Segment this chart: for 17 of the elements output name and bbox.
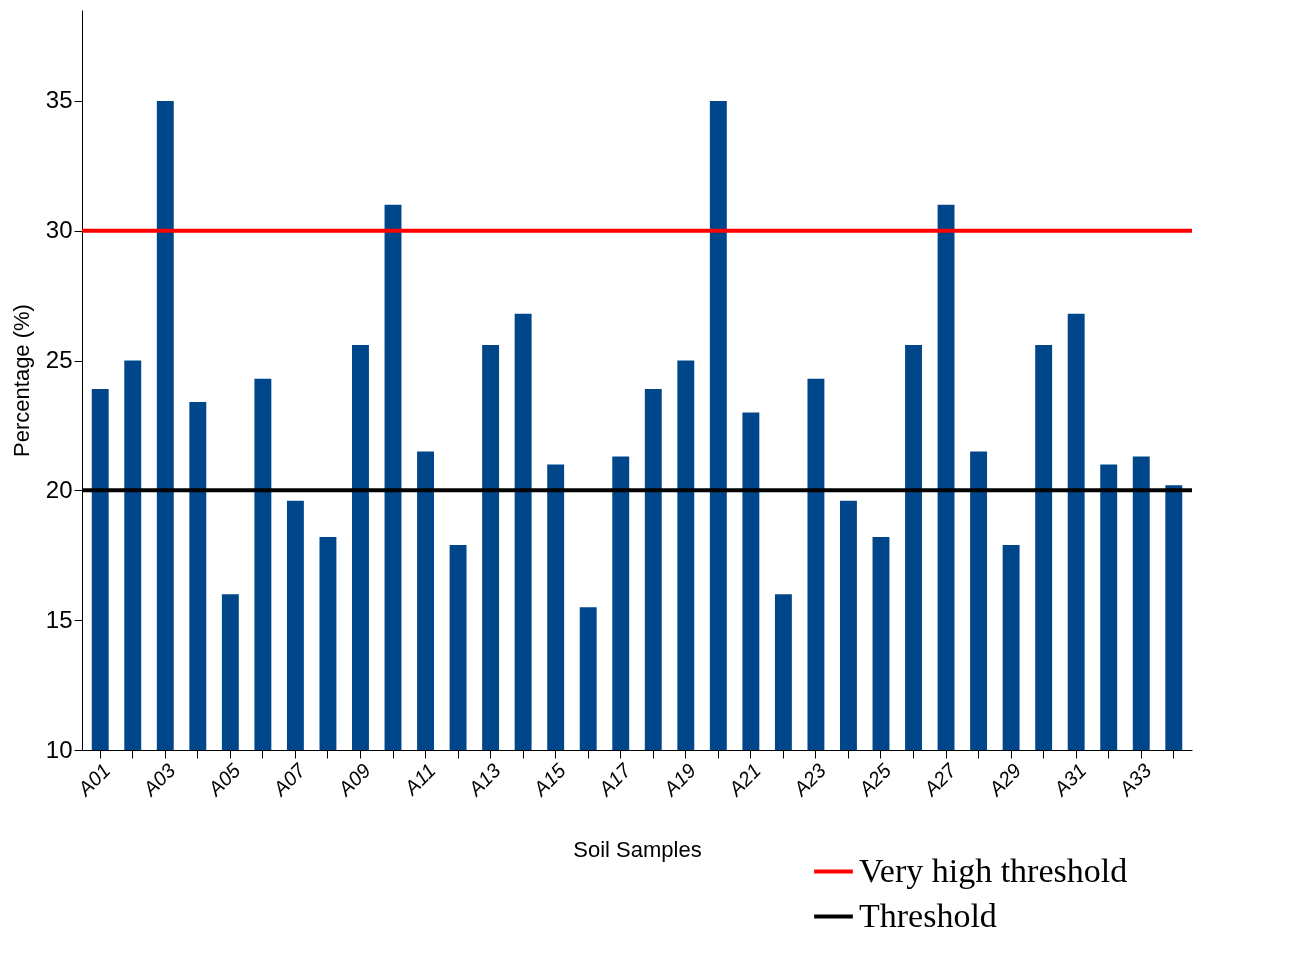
legend-label: Threshold xyxy=(859,896,997,934)
x-tick-label: A21 xyxy=(723,759,766,801)
x-tick-label: A31 xyxy=(1048,759,1091,801)
y-tick-label: 20 xyxy=(45,475,73,503)
x-tick-label: A01 xyxy=(72,759,115,801)
x-axis-title: Soil Samples xyxy=(573,836,702,862)
x-tick-label: A29 xyxy=(983,759,1026,801)
y-tick-label: 25 xyxy=(45,346,73,374)
x-tick-label: A11 xyxy=(399,759,440,800)
y-tick-label: 30 xyxy=(45,216,73,244)
y-tick-label: 35 xyxy=(45,86,73,114)
x-tick-label: A19 xyxy=(658,759,700,801)
y-tick-label: 15 xyxy=(45,605,73,633)
x-tick-label: A09 xyxy=(333,759,375,801)
legend-label: Very high threshold xyxy=(859,851,1128,889)
y-axis-title: Percentage (%) xyxy=(8,304,34,457)
y-tick-label: 10 xyxy=(45,735,73,763)
